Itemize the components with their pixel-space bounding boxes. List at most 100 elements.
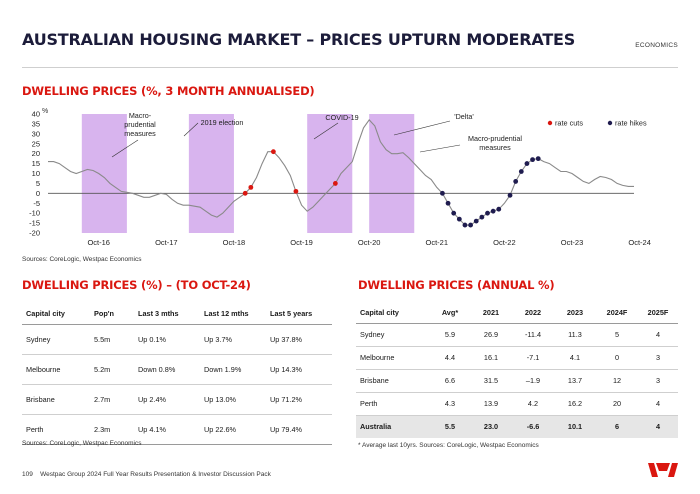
annotation-delta: 'Delta'	[454, 112, 474, 121]
rate-hikes-marker	[496, 206, 502, 212]
table-cell: 11.3	[554, 323, 596, 347]
rate-hikes-marker	[485, 210, 490, 216]
table-cell: 23.0	[470, 415, 512, 438]
shaded-period	[81, 114, 127, 233]
table2-header: 2025F	[638, 303, 678, 324]
annotation-leader	[419, 144, 461, 153]
annotation-macro-prudential-2017: measures	[124, 129, 156, 138]
table-cell: Up 22.6%	[200, 414, 266, 445]
table-cell: 6	[596, 415, 638, 438]
table-cell: Up 0.1%	[134, 324, 200, 355]
y-tick-label: 25	[32, 139, 40, 148]
legend-rate-hikes: rate hikes	[615, 119, 647, 128]
table-cell: Melbourne	[356, 346, 430, 370]
table-cell: Up 71.2%	[266, 384, 332, 415]
y-tick-label: -20	[29, 229, 40, 238]
westpac-logo-icon	[648, 463, 678, 477]
table-cell: 2.7m	[90, 384, 134, 415]
rate-hikes-marker	[456, 216, 462, 222]
table-cell: -7.1	[512, 346, 554, 370]
y-tick-label: 15	[32, 159, 40, 168]
table2-header: 2022	[512, 303, 554, 324]
y-axis-unit: %	[42, 108, 48, 115]
annotation-macro-prudential-2021: measures	[479, 143, 511, 152]
rate-cuts-marker	[242, 190, 248, 196]
annotation-macro-prudential-2017: Macro-	[129, 111, 152, 120]
table-cell: 2.3m	[90, 414, 134, 445]
table-cell: Sydney	[22, 324, 90, 355]
annotation-leader	[183, 122, 199, 137]
rate-hikes-marker	[479, 214, 485, 220]
rate-hikes-marker	[530, 157, 535, 163]
table-cell: 13.9	[470, 392, 512, 416]
table1-header: Pop'n	[90, 304, 134, 325]
table-cell: 0	[596, 346, 638, 370]
rate-cuts-marker	[248, 184, 254, 190]
table-row: Melbourne 4.4 16.1 -7.1 4.1 0 3	[356, 346, 678, 370]
table-cell: Up 79.4%	[266, 414, 332, 445]
y-tick-label: 5	[36, 179, 40, 188]
table-row: Perth 4.3 13.9 4.2 16.2 20 4	[356, 392, 678, 416]
table1-header: Last 12 mths	[200, 304, 266, 325]
table-cell: 3	[638, 369, 678, 393]
table-row: Sydney 5.5m Up 0.1% Up 3.7% Up 37.8%	[22, 324, 332, 355]
shaded-period	[188, 114, 234, 233]
table-cell: 4.1	[554, 346, 596, 370]
table-cell: Up 13.0%	[200, 384, 266, 415]
page-title: AUSTRALIAN HOUSING MARKET – PRICES UPTUR…	[22, 30, 576, 49]
legend-rate-hikes-swatch	[607, 120, 613, 126]
table2-title: DWELLING PRICES (ANNUAL %)	[358, 278, 555, 292]
table-cell: -6.6	[512, 415, 554, 438]
table-cell: 4.2	[512, 392, 554, 416]
y-tick-label: 30	[32, 129, 40, 138]
table2-header-row: Capital city Avg* 2021 2022 2023 2024F 2…	[356, 303, 678, 324]
table-cell: Up 4.1%	[134, 414, 200, 445]
table-cell: Down 0.8%	[134, 354, 200, 385]
shaded-period	[307, 114, 353, 233]
table-row: Sydney 5.9 26.9 -11.4 11.3 5 4	[356, 323, 678, 347]
city-prices-table: Capital city Pop'n Last 3 mths Last 12 m…	[22, 304, 332, 445]
table-cell: Up 14.3%	[266, 354, 332, 385]
table-cell: 26.9	[470, 323, 512, 347]
rate-hikes-marker	[445, 200, 451, 206]
table1-header: Last 5 years	[266, 304, 332, 325]
table-cell: 3	[638, 346, 678, 370]
chart-title: DWELLING PRICES (%, 3 MONTH ANNUALISED)	[22, 84, 315, 98]
x-tick-label: Oct-23	[561, 238, 584, 247]
table-cell: 5	[596, 323, 638, 347]
table2-note: * Average last 10yrs. Sources: CoreLogic…	[358, 442, 539, 449]
table-cell: Melbourne	[22, 354, 90, 385]
shaded-period	[369, 114, 415, 233]
y-tick-label: 35	[32, 119, 40, 128]
table-cell: 31.5	[470, 369, 512, 393]
rate-hikes-marker	[451, 210, 457, 216]
rate-hikes-marker	[513, 179, 519, 184]
rate-hikes-marker	[490, 208, 496, 214]
table-cell: Sydney	[356, 323, 430, 347]
table-cell: Up 2.4%	[134, 384, 200, 415]
table-row: Brisbane 6.6 31.5 –1.9 13.7 12 3	[356, 369, 678, 393]
table-cell: Perth	[22, 414, 90, 445]
rate-hikes-marker	[535, 156, 541, 162]
table-cell: 4	[638, 415, 678, 438]
table-cell: Australia	[356, 415, 430, 438]
table-cell: 4	[638, 392, 678, 416]
rate-cuts-marker	[293, 188, 299, 194]
x-tick-label: Oct-17	[155, 238, 178, 247]
x-tick-label: Oct-18	[223, 238, 246, 247]
table-cell: 16.2	[554, 392, 596, 416]
table-cell: Brisbane	[22, 384, 90, 415]
legend-rate-cuts-swatch	[547, 120, 553, 126]
annotation-2019-election: 2019 election	[201, 118, 244, 127]
table-cell: Brisbane	[356, 369, 430, 393]
table-cell: 13.7	[554, 369, 596, 393]
y-tick-label: -10	[29, 209, 40, 218]
table-cell: 5.2m	[90, 354, 134, 385]
x-tick-label: Oct-21	[426, 238, 449, 247]
annotation-leader	[111, 139, 139, 158]
table2-header: Avg*	[430, 303, 470, 324]
y-tick-label: -15	[29, 219, 40, 228]
table-cell: 16.1	[470, 346, 512, 370]
page-number: 109	[22, 471, 33, 478]
